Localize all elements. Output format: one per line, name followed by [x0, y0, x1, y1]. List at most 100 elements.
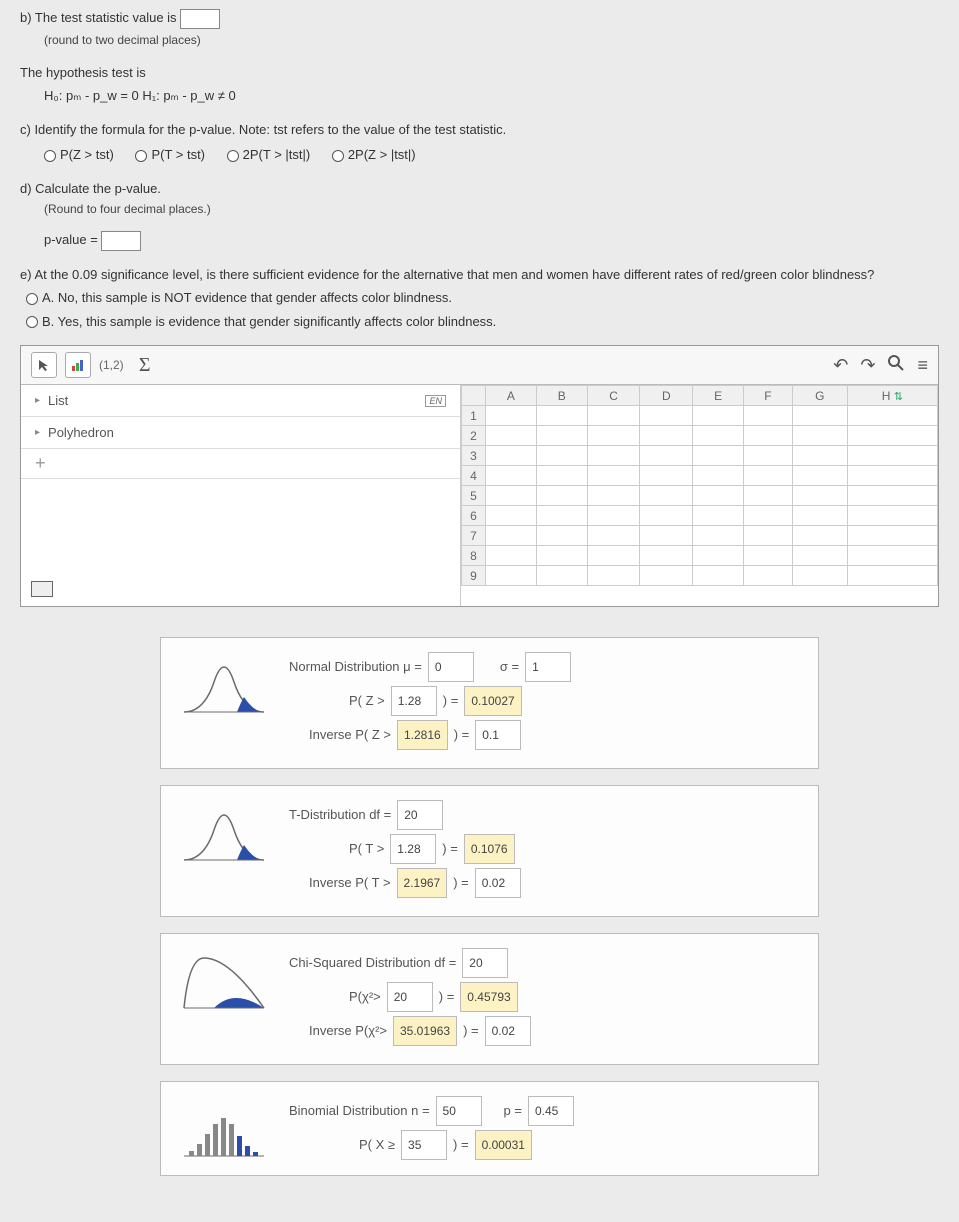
cell[interactable] [536, 466, 587, 486]
cell[interactable] [792, 506, 847, 526]
cell[interactable] [640, 546, 693, 566]
t-inv-res[interactable]: 0.02 [475, 868, 521, 898]
pt-input[interactable]: 1.28 [390, 834, 436, 864]
cell[interactable] [587, 406, 640, 426]
opt-2pz[interactable]: 2P(Z > |tst|) [332, 147, 416, 162]
mu-input[interactable]: 0 [428, 652, 474, 682]
row-header[interactable]: 5 [462, 486, 486, 506]
cell[interactable] [486, 566, 537, 586]
chi-df-input[interactable]: 20 [462, 948, 508, 978]
cell[interactable] [744, 486, 793, 506]
sigma-input[interactable]: 1 [525, 652, 571, 682]
parte-opt-a[interactable]: A. No, this sample is NOT evidence that … [26, 288, 939, 308]
cell[interactable] [847, 526, 937, 546]
cell[interactable] [792, 446, 847, 466]
binom-n-input[interactable]: 50 [436, 1096, 482, 1126]
cell[interactable] [693, 406, 744, 426]
cell[interactable] [744, 526, 793, 546]
cell[interactable] [693, 426, 744, 446]
cell[interactable] [587, 506, 640, 526]
cell[interactable] [792, 546, 847, 566]
binom-p2-input[interactable]: 35 [401, 1130, 447, 1160]
t-df-input[interactable]: 20 [397, 800, 443, 830]
row-header[interactable]: 7 [462, 526, 486, 546]
cell[interactable] [536, 506, 587, 526]
cell[interactable] [486, 406, 537, 426]
col-header[interactable]: A [486, 386, 537, 406]
cell[interactable] [744, 406, 793, 426]
cell[interactable] [847, 566, 937, 586]
cell[interactable] [640, 486, 693, 506]
opt-2pt[interactable]: 2P(T > |tst|) [227, 147, 311, 162]
cell[interactable] [587, 426, 640, 446]
col-header[interactable]: D [640, 386, 693, 406]
cell[interactable] [744, 566, 793, 586]
cell[interactable] [486, 546, 537, 566]
sigma-button[interactable]: Σ [132, 352, 158, 378]
cell[interactable] [640, 446, 693, 466]
cell[interactable] [640, 526, 693, 546]
row-header[interactable]: 3 [462, 446, 486, 466]
row-header[interactable]: 9 [462, 566, 486, 586]
cell[interactable] [587, 546, 640, 566]
menu-icon[interactable]: ≡ [917, 355, 928, 376]
cell[interactable] [847, 446, 937, 466]
cell[interactable] [486, 426, 537, 446]
spreadsheet[interactable]: ABCDEFGH ⇅123456789 [461, 385, 938, 606]
undo-icon[interactable]: ↶ [833, 355, 848, 376]
pointer-tool[interactable] [31, 352, 57, 378]
row-header[interactable]: 6 [462, 506, 486, 526]
cell[interactable] [587, 526, 640, 546]
cell[interactable] [847, 486, 937, 506]
add-row[interactable]: + [21, 449, 460, 479]
cell[interactable] [587, 486, 640, 506]
cell[interactable] [536, 566, 587, 586]
cell[interactable] [486, 446, 537, 466]
row-header[interactable]: 4 [462, 466, 486, 486]
cell[interactable] [640, 426, 693, 446]
filter-icon[interactable]: ⇅ [894, 391, 903, 403]
inv-res-input[interactable]: 0.1 [475, 720, 521, 750]
cell[interactable] [744, 426, 793, 446]
pvalue-input[interactable] [101, 231, 141, 251]
cell[interactable] [640, 466, 693, 486]
col-header[interactable]: G [792, 386, 847, 406]
row-header[interactable]: 8 [462, 546, 486, 566]
col-header[interactable]: B [536, 386, 587, 406]
cell[interactable] [693, 446, 744, 466]
cell[interactable] [536, 486, 587, 506]
cell[interactable] [847, 466, 937, 486]
keyboard-icon[interactable] [31, 581, 53, 597]
cell[interactable] [792, 426, 847, 446]
cell[interactable] [640, 406, 693, 426]
cell[interactable] [536, 406, 587, 426]
cell[interactable] [486, 486, 537, 506]
pz-input[interactable]: 1.28 [391, 686, 437, 716]
cell[interactable] [536, 546, 587, 566]
cell[interactable] [486, 466, 537, 486]
col-header[interactable]: F [744, 386, 793, 406]
cell[interactable] [847, 506, 937, 526]
cell[interactable] [847, 426, 937, 446]
search-icon[interactable] [887, 354, 905, 377]
redo-icon[interactable]: ↷ [860, 355, 875, 376]
cell[interactable] [640, 566, 693, 586]
test-stat-input[interactable] [180, 9, 220, 29]
opt-pz[interactable]: P(Z > tst) [44, 147, 114, 162]
stats-tool[interactable] [65, 352, 91, 378]
cell[interactable] [744, 546, 793, 566]
cell[interactable] [693, 546, 744, 566]
cell[interactable] [744, 466, 793, 486]
parte-opt-b[interactable]: B. Yes, this sample is evidence that gen… [26, 312, 939, 332]
cell[interactable] [536, 526, 587, 546]
row-header[interactable]: 2 [462, 426, 486, 446]
polyhedron-row[interactable]: ▸ Polyhedron [21, 417, 460, 449]
row-header[interactable]: 1 [462, 406, 486, 426]
col-header[interactable]: E [693, 386, 744, 406]
cell[interactable] [587, 446, 640, 466]
cell[interactable] [486, 506, 537, 526]
cell[interactable] [587, 566, 640, 586]
cell[interactable] [792, 566, 847, 586]
cell[interactable] [744, 506, 793, 526]
cell[interactable] [640, 506, 693, 526]
